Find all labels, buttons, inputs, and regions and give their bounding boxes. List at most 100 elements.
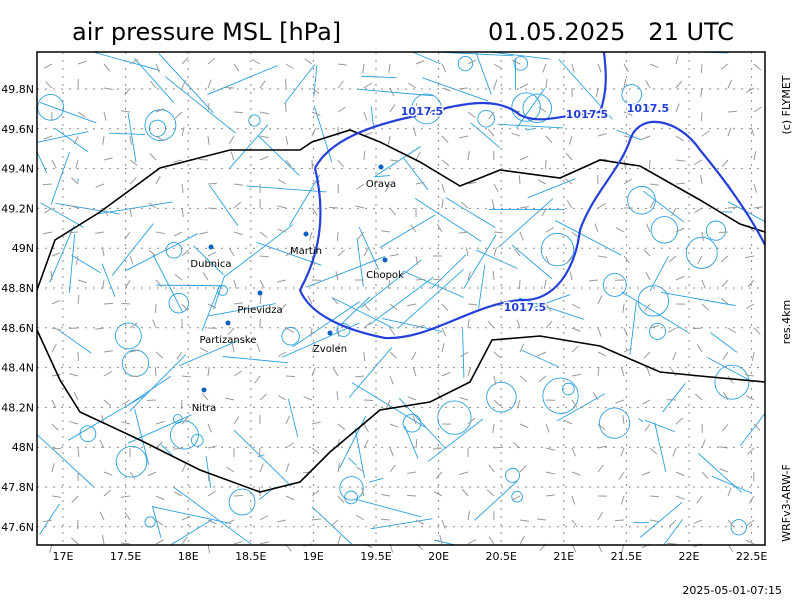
- wind-barb: [672, 351, 677, 361]
- wind-barb: [646, 223, 651, 233]
- wind-barb: [103, 157, 113, 161]
- wind-barb: [597, 63, 602, 73]
- wind-barb: [493, 183, 499, 193]
- wind-barb: [753, 63, 762, 71]
- terrain-line: [722, 211, 733, 213]
- wind-barb: [545, 447, 555, 451]
- wind-barb: [516, 319, 521, 329]
- terrain-line: [629, 301, 637, 355]
- wind-barb: [411, 351, 417, 361]
- terrain-line: [475, 249, 518, 269]
- wind-barb: [700, 63, 703, 74]
- wind-barb: [672, 447, 677, 457]
- y-tick-label: 47.8N: [1, 481, 34, 494]
- terrain-line: [661, 291, 736, 307]
- wind-barb: [571, 373, 581, 377]
- terrain-circle: [281, 327, 300, 346]
- wind-barb: [336, 391, 339, 401]
- terrain-line: [127, 113, 137, 163]
- wind-barb: [181, 416, 189, 425]
- wind-barb: [745, 395, 755, 401]
- wind-barb: [99, 511, 105, 521]
- wind-barb: [486, 489, 495, 497]
- wind-barb: [487, 128, 495, 137]
- wind-barb: [207, 207, 218, 210]
- wind-barb: [623, 178, 632, 185]
- wind-barb: [537, 179, 547, 185]
- wind-barb: [415, 519, 425, 525]
- wind-barb: [285, 135, 289, 145]
- wind-barb: [649, 63, 659, 68]
- terrain-circle: [705, 220, 727, 241]
- wind-barb: [649, 447, 658, 455]
- terrain-line: [470, 122, 500, 148]
- terrain-line: [368, 277, 434, 326]
- wind-barb: [155, 231, 165, 235]
- wind-barb: [51, 399, 57, 409]
- wind-barb: [668, 255, 677, 263]
- wind-barb: [571, 399, 578, 408]
- wind-barb: [545, 303, 552, 312]
- wind-barb: [363, 303, 371, 312]
- wind-barb: [328, 206, 339, 209]
- wind-barb: [722, 423, 729, 432]
- wind-barb: [415, 181, 425, 185]
- terrain-line: [374, 175, 390, 178]
- wind-barb: [441, 519, 446, 529]
- terrain-line: [397, 269, 464, 329]
- wind-barb: [720, 297, 729, 305]
- wind-barb: [51, 463, 55, 473]
- wind-barb: [467, 151, 470, 161]
- wind-barb: [415, 278, 426, 281]
- wind-barb: [259, 515, 269, 521]
- terrain-line: [463, 234, 497, 289]
- wind-barb: [727, 327, 736, 334]
- wind-barb: [465, 247, 469, 257]
- city-label: Partizanske: [199, 335, 256, 346]
- wind-barb: [537, 351, 547, 357]
- wind-barb: [571, 345, 579, 353]
- wind-barb: [73, 135, 79, 145]
- wind-barb: [125, 279, 131, 289]
- terrain-circle: [562, 382, 575, 396]
- wind-barb: [176, 351, 183, 360]
- terrain-line: [643, 190, 684, 223]
- wind-barb: [623, 63, 629, 73]
- wind-barb: [337, 343, 340, 353]
- wind-barb: [597, 327, 602, 337]
- wind-barb: [542, 63, 547, 73]
- wind-barb: [407, 396, 417, 401]
- wind-barb: [77, 60, 87, 65]
- wind-barb: [77, 447, 80, 458]
- wind-barb: [648, 159, 651, 170]
- terrain-line: [497, 123, 564, 129]
- wind-barb: [592, 392, 599, 401]
- wind-barb: [337, 463, 341, 473]
- terrain-line: [160, 444, 173, 456]
- wind-barb: [493, 351, 502, 359]
- wind-barb: [492, 270, 495, 281]
- wind-barb: [207, 57, 216, 65]
- terrain-line: [332, 297, 395, 329]
- wind-barb: [155, 63, 160, 73]
- wind-barb: [337, 327, 340, 338]
- wind-barb: [388, 63, 391, 73]
- wind-barb: [696, 495, 703, 504]
- wind-barb: [51, 495, 61, 498]
- city-marker: [208, 244, 214, 250]
- terrain-line: [554, 220, 622, 256]
- wind-barb: [518, 174, 521, 185]
- wind-barb: [233, 540, 243, 545]
- wind-barb: [356, 466, 365, 473]
- terrain-line: [710, 332, 738, 353]
- wind-barb: [459, 471, 469, 475]
- wind-barb: [488, 464, 495, 473]
- wind-barb: [647, 103, 651, 113]
- wind-barb: [285, 63, 294, 70]
- terrain-circle: [344, 490, 358, 505]
- wind-barb: [641, 399, 651, 405]
- terrain-line: [152, 506, 232, 524]
- terrain-circle: [650, 216, 679, 244]
- wind-barb: [207, 135, 210, 145]
- wind-barb: [435, 471, 443, 479]
